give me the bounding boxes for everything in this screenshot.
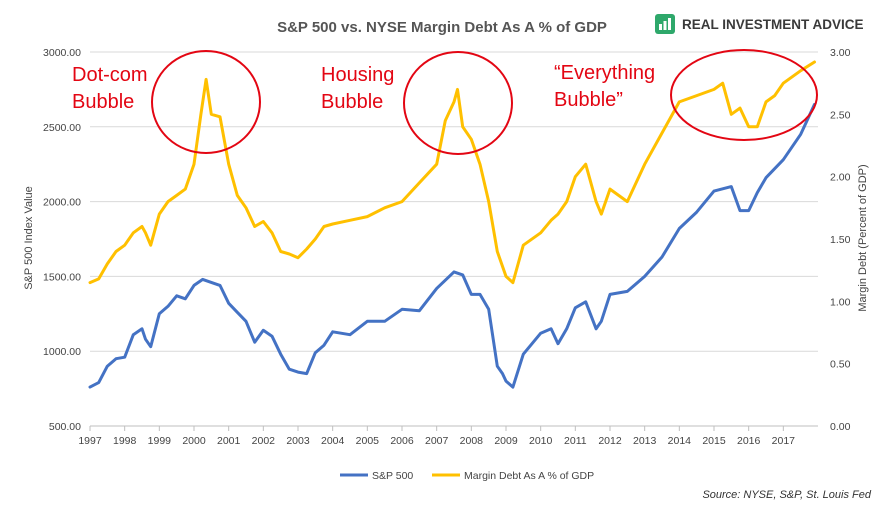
legend-label-sp500: S&P 500 xyxy=(372,470,413,482)
x-tick-label: 2015 xyxy=(702,435,726,447)
x-tick-label: 2014 xyxy=(668,435,692,447)
x-tick-label: 2016 xyxy=(737,435,761,447)
x-tick-label: 2012 xyxy=(598,435,622,447)
legend-label-margin-debt: Margin Debt As A % of GDP xyxy=(464,470,594,482)
y-tick-label: 1000.00 xyxy=(43,346,81,358)
everything-label-line1: “Everything xyxy=(554,62,655,84)
x-tick-label: 1997 xyxy=(78,435,102,447)
everything-label-line2: Bubble” xyxy=(554,89,623,111)
y2-tick-label: 0.00 xyxy=(830,421,851,433)
y2-tick-label: 0.50 xyxy=(830,359,851,371)
y2-tick-label: 2.50 xyxy=(830,109,851,121)
dotcom-bubble-circle xyxy=(151,50,261,154)
dotcom-label-line2: Bubble xyxy=(72,91,134,113)
everything-bubble-circle xyxy=(670,49,818,141)
x-tick-label: 2004 xyxy=(321,435,345,447)
investment-advice-logo-icon xyxy=(655,14,675,34)
brand-logo: REAL INVESTMENT ADVICE xyxy=(655,14,864,34)
x-tick-label: 2008 xyxy=(460,435,484,447)
sp500-line xyxy=(88,102,816,389)
chart-title: S&P 500 vs. NYSE Margin Debt As A % of G… xyxy=(277,19,607,36)
y-tick-label: 2500.00 xyxy=(43,122,81,134)
x-tick-label: 2005 xyxy=(356,435,380,447)
dotcom-label-line1: Dot-com xyxy=(72,64,148,86)
x-tick-label: 2009 xyxy=(494,435,518,447)
housing-label-line2: Bubble xyxy=(321,91,383,113)
x-tick-label: 2006 xyxy=(390,435,414,447)
brand-name: REAL INVESTMENT ADVICE xyxy=(682,17,864,32)
y2-tick-label: 3.00 xyxy=(830,47,851,59)
x-tick-label: 1999 xyxy=(148,435,172,447)
left-axis-title: S&P 500 Index Value xyxy=(23,186,35,290)
x-tick-label: 2002 xyxy=(252,435,276,447)
margin-debt-line xyxy=(88,60,816,285)
y-tick-label: 1500.00 xyxy=(43,271,81,283)
x-tick-label: 2017 xyxy=(772,435,796,447)
x-tick-label: 2007 xyxy=(425,435,449,447)
x-axis: 1997 1998 1999 2000 2001 2002 2003 2004 2005 2006… xyxy=(78,425,818,447)
x-tick-label: 2001 xyxy=(217,435,241,447)
gridlines xyxy=(90,51,818,427)
y-tick-label: 2000.00 xyxy=(43,197,81,209)
y2-tick-label: 1.50 xyxy=(830,234,851,246)
housing-label-line1: Housing xyxy=(321,64,394,86)
housing-bubble-circle xyxy=(403,51,513,155)
y-tick-label: 500.00 xyxy=(49,421,81,433)
x-tick-label: 2003 xyxy=(286,435,310,447)
left-y-axis: 500.00 1000.00 1500.00 2000.00 2500.00 3000.0… xyxy=(43,47,81,433)
right-y-axis: 0.00 0.50 1.00 1.50 2.00 2.50 3.00 xyxy=(830,47,851,433)
right-axis-title: Margin Debt (Percent of GDP) xyxy=(857,164,869,311)
source-note: Source: NYSE, S&P, St. Louis Fed xyxy=(702,489,871,501)
x-tick-label: 2000 xyxy=(182,435,206,447)
y-tick-label: 3000.00 xyxy=(43,47,81,59)
y2-tick-label: 2.00 xyxy=(830,172,851,184)
x-tick-label: 1998 xyxy=(113,435,137,447)
y2-tick-label: 1.00 xyxy=(830,296,851,308)
x-tick-label: 2010 xyxy=(529,435,553,447)
x-tick-label: 2011 xyxy=(564,435,587,447)
x-tick-label: 2013 xyxy=(633,435,657,447)
legend: S&P 500 Margin Debt As A % of GDP xyxy=(340,470,594,482)
